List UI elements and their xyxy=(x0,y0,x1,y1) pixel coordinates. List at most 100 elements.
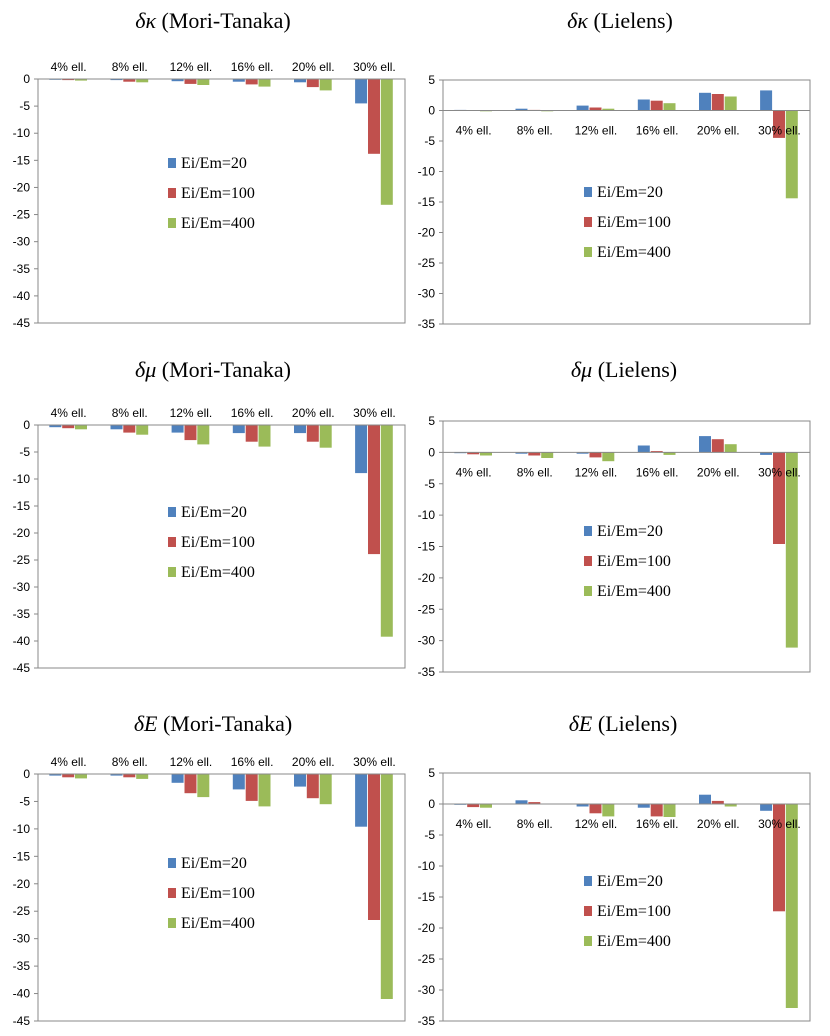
bar-ei-em-20-6 xyxy=(355,425,368,474)
category-label: 16% ell. xyxy=(636,124,679,138)
bar-ei-em-20-6 xyxy=(355,79,368,104)
legend-label: Ei/Em=100 xyxy=(597,214,671,231)
y-tick-label: -40 xyxy=(13,289,31,303)
bar-ei-em-400-6 xyxy=(380,79,393,205)
bar-ei-em-20-3 xyxy=(171,774,184,783)
bar-ei-em-100-2 xyxy=(528,452,541,456)
chart-title: δμ (Mori-Tanaka) xyxy=(135,357,291,382)
bar-ei-em-20-2 xyxy=(515,800,528,804)
y-tick-label: -10 xyxy=(418,165,436,179)
bar-ei-em-400-5 xyxy=(724,96,737,111)
category-label: 12% ell. xyxy=(575,817,618,831)
title-symbol: δE xyxy=(569,711,593,736)
category-label: 12% ell. xyxy=(170,406,213,420)
title-method: (Mori-Tanaka) xyxy=(156,8,291,33)
bar-ei-em-20-2 xyxy=(515,452,528,454)
bar-ei-em-20-4 xyxy=(232,774,245,790)
bar-ei-em-100-5 xyxy=(306,774,319,799)
y-tick-label: -15 xyxy=(13,499,31,513)
legend-label: Ei/Em=20 xyxy=(597,523,663,540)
category-label: 16% ell. xyxy=(231,406,274,420)
bar-ei-em-400-3 xyxy=(197,774,210,798)
category-label: 8% ell. xyxy=(517,124,553,138)
bar-ei-em-100-1 xyxy=(62,79,75,81)
bar-ei-em-100-6 xyxy=(773,804,785,912)
bar-ei-em-20-5 xyxy=(294,79,306,83)
y-tick-label: -20 xyxy=(418,226,436,240)
bar-ei-em-100-1 xyxy=(62,774,75,778)
y-tick-label: -35 xyxy=(418,1014,436,1028)
category-label: 30% ell. xyxy=(758,124,801,138)
legend-swatch xyxy=(168,158,176,168)
legend-label: Ei/Em=400 xyxy=(597,244,671,261)
legend-swatch xyxy=(584,586,592,596)
y-tick-label: -45 xyxy=(13,661,31,675)
title-method: (Lielens) xyxy=(592,357,677,382)
y-tick-label: -15 xyxy=(13,153,31,167)
category-label: 20% ell. xyxy=(697,124,740,138)
legend-label: Ei/Em=20 xyxy=(181,855,247,872)
bar-ei-em-100-2 xyxy=(528,802,541,804)
y-tick-label: -10 xyxy=(418,859,436,873)
bar-ei-em-400-4 xyxy=(663,103,676,111)
category-label: 8% ell. xyxy=(112,60,148,74)
legend-label: Ei/Em=400 xyxy=(181,564,255,581)
category-label: 8% ell. xyxy=(517,817,553,831)
bar-ei-em-100-1 xyxy=(62,425,75,429)
y-tick-label: -40 xyxy=(13,634,31,648)
bar-ei-em-400-5 xyxy=(319,425,332,448)
category-label: 20% ell. xyxy=(292,755,335,769)
bar-ei-em-20-2 xyxy=(110,425,123,430)
bar-ei-em-100-4 xyxy=(650,804,663,817)
y-tick-label: -25 xyxy=(13,208,31,222)
bar-ei-em-400-5 xyxy=(724,804,737,807)
bar-ei-em-20-4 xyxy=(637,99,650,111)
bar-ei-em-400-6 xyxy=(785,804,798,1008)
legend-swatch xyxy=(168,218,176,228)
title-method: (Mori-Tanaka) xyxy=(157,711,292,736)
title-symbol: δκ xyxy=(567,8,588,33)
bar-ei-em-100-1 xyxy=(467,452,480,455)
legend-label: Ei/Em=400 xyxy=(597,933,671,950)
bar-ei-em-100-2 xyxy=(123,79,136,82)
bar-ei-em-400-6 xyxy=(785,452,798,648)
y-tick-label: -30 xyxy=(418,983,436,997)
bar-ei-em-20-2 xyxy=(515,108,528,111)
y-tick-label: -15 xyxy=(13,849,31,863)
plot-area-border xyxy=(442,772,811,1022)
category-label: 8% ell. xyxy=(112,755,148,769)
y-tick-label: 0 xyxy=(23,418,30,432)
bar-ei-em-100-4 xyxy=(650,451,663,453)
y-tick-label: -20 xyxy=(418,571,436,585)
category-label: 8% ell. xyxy=(112,406,148,420)
category-label: 16% ell. xyxy=(636,465,679,479)
category-label: 4% ell. xyxy=(51,406,87,420)
y-tick-label: 5 xyxy=(428,73,435,87)
legend-label: Ei/Em=400 xyxy=(181,215,255,232)
bar-ei-em-100-4 xyxy=(245,774,258,801)
y-tick-label: -20 xyxy=(13,526,31,540)
bar-ei-em-20-3 xyxy=(171,425,184,433)
bar-ei-em-20-6 xyxy=(760,452,773,455)
bar-ei-em-100-6 xyxy=(368,79,380,154)
bar-ei-em-20-5 xyxy=(699,92,711,111)
y-tick-label: -20 xyxy=(13,180,31,194)
legend-label: Ei/Em=20 xyxy=(181,504,247,521)
bar-ei-em-400-2 xyxy=(136,425,149,435)
y-tick-label: -30 xyxy=(418,287,436,301)
y-tick-label: -5 xyxy=(424,134,435,148)
y-tick-label: -25 xyxy=(418,952,436,966)
category-label: 16% ell. xyxy=(231,60,274,74)
y-tick-label: -15 xyxy=(418,195,436,209)
bar-ei-em-100-3 xyxy=(184,774,197,794)
title-method: (Lielens) xyxy=(592,711,677,736)
title-symbol: δκ xyxy=(135,8,156,33)
bar-ei-em-400-3 xyxy=(602,108,615,111)
bar-ei-em-400-6 xyxy=(380,774,393,999)
legend-swatch xyxy=(168,188,176,198)
chart-panel-3: δμ (Mori-Tanaka) 0 -5 -10 -15 -20 -25 -30 -35 -40… xyxy=(13,357,406,675)
category-label: 12% ell. xyxy=(170,755,213,769)
legend-swatch xyxy=(168,567,176,577)
legend-swatch xyxy=(584,526,592,536)
chart-title: δκ (Lielens) xyxy=(567,8,673,33)
